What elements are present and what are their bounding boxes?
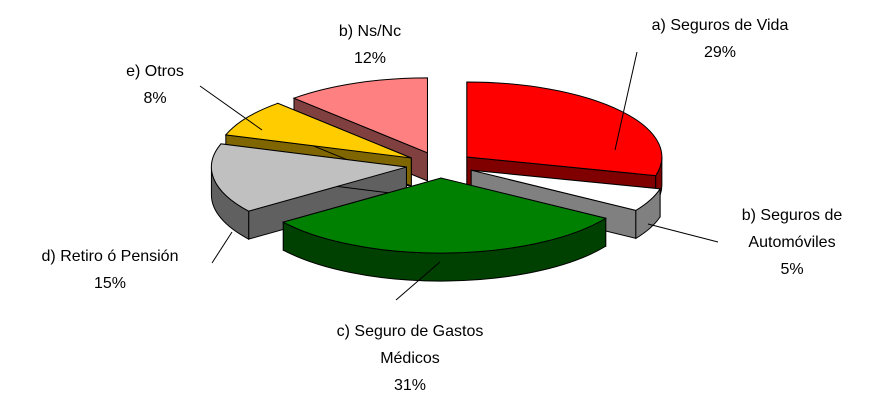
slice-label: c) Seguro de Gastos Médicos 31% [325,318,495,399]
leader-line [647,223,719,243]
slice [281,177,608,254]
value-label: 31% [393,377,427,394]
leader-line [211,231,233,264]
leader-line [395,261,441,301]
value-label: 12% [353,50,387,67]
slice-label: b) Ns/Nc 12% [315,18,425,72]
category-label: d) Retiro ó Pensión [41,248,179,265]
value-label: 15% [93,275,127,292]
slice-label: d) Retiro ó Pensión 15% [0,243,220,297]
slice [471,169,661,211]
value-label: 29% [703,44,737,61]
value-label: 8% [143,90,167,107]
category-label: c) Seguro de Gastos Médicos [336,323,484,367]
category-label: a) Seguros de Vida [651,17,789,34]
slice-label: a) Seguros de Vida 29% [650,12,790,66]
leader-line [614,51,638,151]
slice [466,81,663,177]
category-label: b) Ns/Nc [338,23,402,40]
slice [224,102,412,159]
slice [210,143,407,212]
slice-label: b) Seguros de Automóviles 5% [717,202,867,283]
value-label: 5% [780,261,804,278]
slice-label: e) Otros 8% [100,58,210,112]
slice [292,77,428,154]
leader-line [199,85,263,131]
category-label: b) Seguros de Automóviles [741,207,843,251]
category-label: e) Otros [126,63,184,80]
